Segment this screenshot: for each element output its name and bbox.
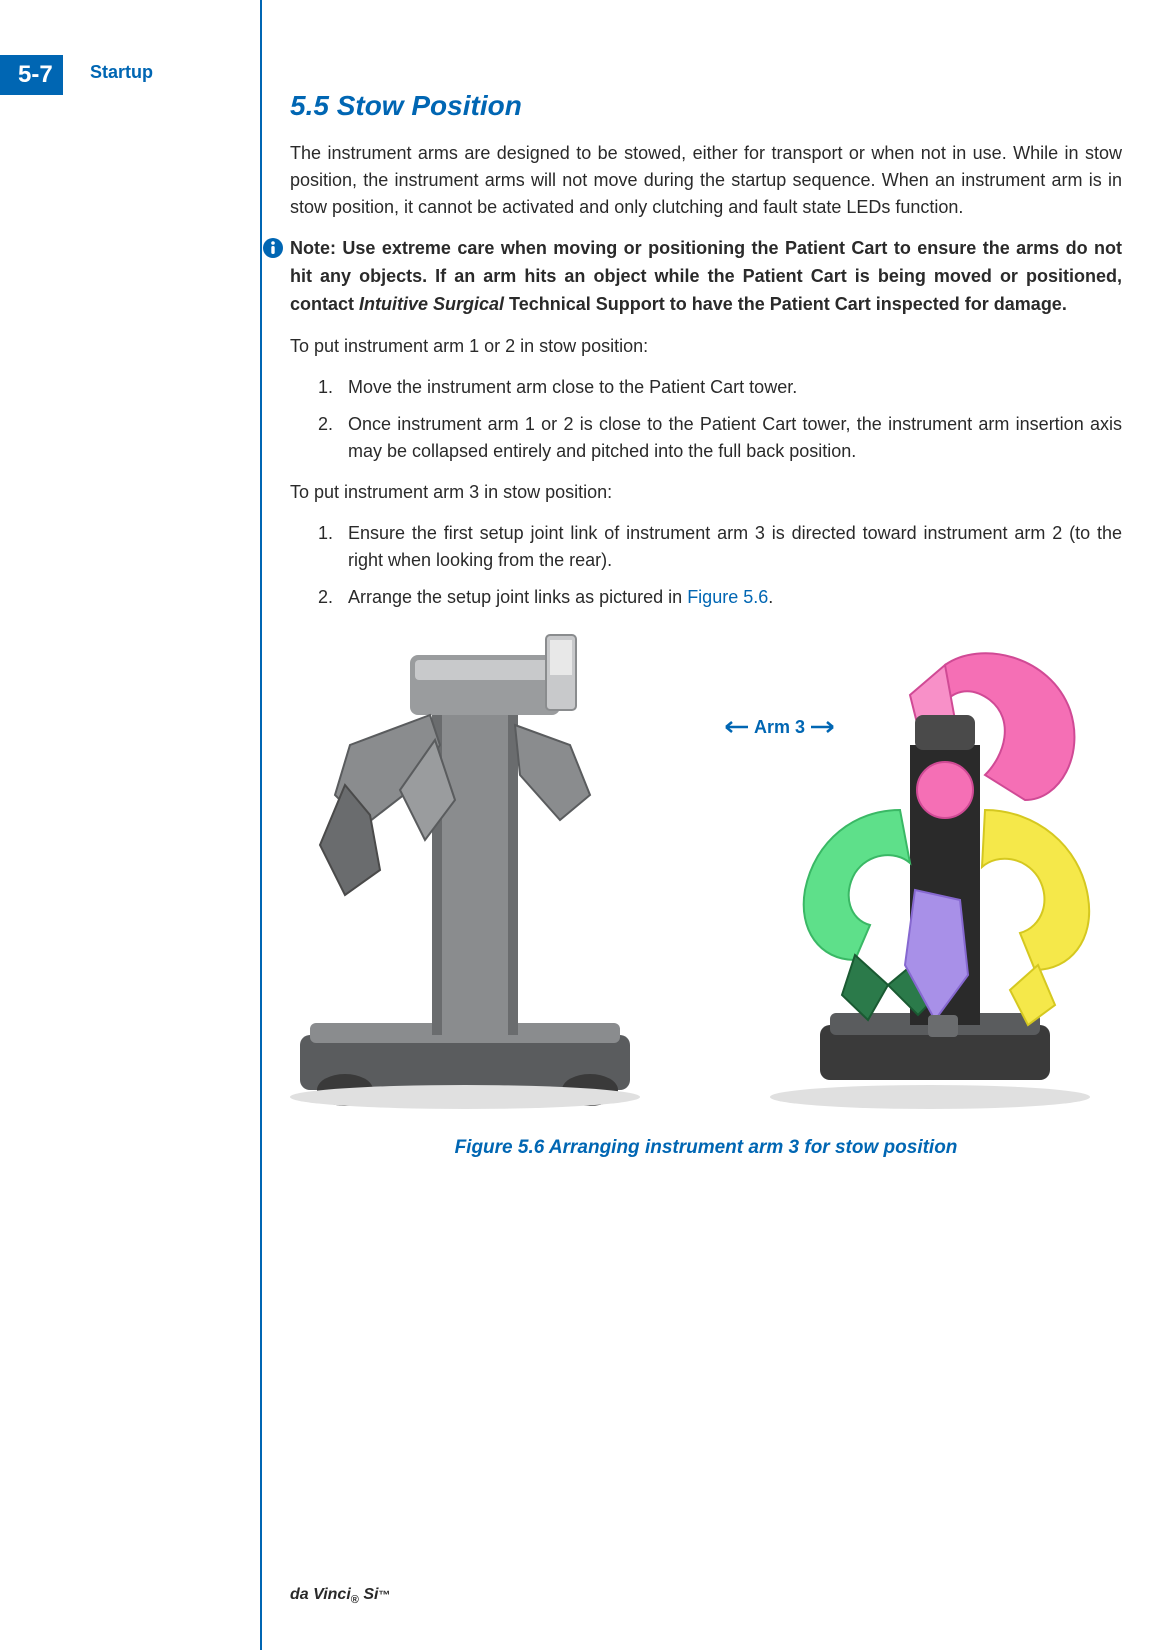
arm3-step-2-text: Arrange the setup joint links as picture…: [348, 587, 687, 607]
arm3-callout: Arm 3: [720, 717, 839, 738]
header-section-title: Startup: [90, 62, 153, 83]
info-icon: [262, 237, 284, 259]
note-company: Intuitive Surgical: [359, 294, 504, 314]
page-number: 5-7: [18, 61, 53, 88]
figure-link[interactable]: Figure 5.6: [687, 587, 768, 607]
arrow-left-icon: [720, 720, 748, 734]
footer-davinci: da Vinci: [290, 1586, 351, 1603]
figure-caption: Figure 5.6 Arranging instrument arm 3 fo…: [290, 1137, 1122, 1159]
arm3-step-2: Arrange the setup joint links as picture…: [318, 584, 1122, 611]
page-number-box: 5-7: [0, 55, 63, 95]
arm12-step-2: Once instrument arm 1 or 2 is close to t…: [318, 411, 1122, 465]
arm3-label-text: Arm 3: [754, 717, 805, 738]
note-suffix: Technical Support to have the Patient Ca…: [504, 294, 1067, 314]
arm12-step-1: Move the instrument arm close to the Pat…: [318, 374, 1122, 401]
registered-icon: ®: [351, 1594, 359, 1606]
arm3-step-1: Ensure the first setup joint link of ins…: [318, 520, 1122, 574]
arrow-right-icon: [811, 720, 839, 734]
arm3-step-2-tail: .: [768, 587, 773, 607]
footer-si: Si: [359, 1586, 379, 1603]
note-text: Note: Use extreme care when moving or po…: [290, 235, 1122, 319]
arm3-lead: To put instrument arm 3 in stow position…: [290, 479, 1122, 506]
trademark-icon: ™: [378, 1588, 390, 1602]
section-heading: 5.5 Stow Position: [290, 90, 1122, 122]
arm12-lead: To put instrument arm 1 or 2 in stow pos…: [290, 333, 1122, 360]
main-content: 5.5 Stow Position The instrument arms ar…: [290, 90, 1122, 1159]
arm3-steps: Ensure the first setup joint link of ins…: [318, 520, 1122, 611]
figure-5-6: Arm 3: [290, 625, 1122, 1115]
intro-paragraph: The instrument arms are designed to be s…: [290, 140, 1122, 221]
footer-product: da Vinci® Si™: [290, 1586, 390, 1606]
note-block: Note: Use extreme care when moving or po…: [262, 235, 1122, 319]
arm12-steps: Move the instrument arm close to the Pat…: [318, 374, 1122, 465]
